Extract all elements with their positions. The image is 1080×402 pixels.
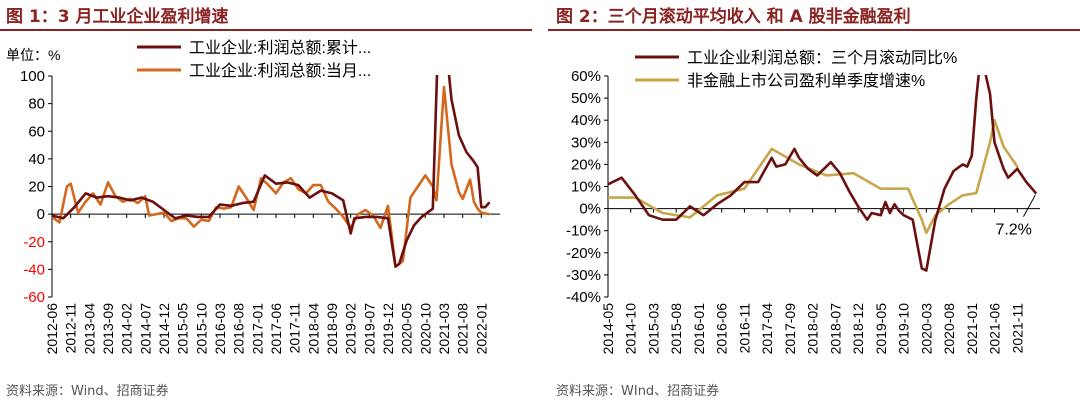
x-tick-label: 2016-11	[736, 303, 752, 354]
x-tick-label: 2021-01	[964, 303, 980, 355]
x-tick-label: 2018-02	[805, 303, 821, 355]
x-tick-label: 2022-01	[473, 303, 489, 355]
series-group	[52, 75, 491, 268]
x-tick-label: 2018-12	[850, 303, 866, 355]
legend-label: 非金融上市公司盈利单季度增速%	[687, 72, 925, 90]
y-tick-label: 60	[28, 123, 45, 140]
x-tick-label: 2017-01	[249, 303, 265, 355]
right-title-rule	[548, 29, 1080, 31]
y-tick-label: -60	[23, 289, 45, 306]
x-tick-label: 2014-12	[156, 303, 172, 355]
x-tick-label: 2021-06	[987, 303, 1003, 355]
x-tick-label: 2012-06	[44, 303, 60, 355]
x-tick-label: 2020-08	[941, 303, 957, 355]
legend-label: 工业企业:利润总额:当月...	[189, 62, 371, 80]
left-figure-title: 图 1：3 月工业企业盈利增速	[6, 7, 229, 27]
x-tick-label: 2021-03	[436, 303, 452, 355]
y-tick-label: 20%	[571, 156, 601, 173]
y-tick-label: 80	[28, 96, 45, 113]
y-tick-label: -10%	[566, 223, 601, 240]
series-line	[608, 118, 1019, 235]
y-tick-label: 0	[37, 206, 45, 223]
series-line	[608, 75, 1037, 272]
x-tick-label: 2013-09	[100, 303, 116, 355]
x-tick-label: 2019-02	[343, 303, 359, 355]
y-tick-label: -40	[23, 261, 45, 278]
x-tick-label: 2015-05	[175, 303, 191, 355]
x-tick-label: 2018-09	[324, 303, 340, 355]
x-tick-label: 2012-11	[63, 303, 79, 354]
x-tick-label: 2021-08	[455, 303, 471, 355]
series-group	[608, 75, 1037, 272]
x-tick-label: 2020-03	[918, 303, 934, 355]
x-tick-label: 2014-02	[119, 303, 135, 355]
x-tick-label: 2015-08	[668, 303, 684, 355]
x-tick-label: 2017-04	[759, 303, 775, 355]
x-tick-label: 2019-12	[380, 303, 396, 355]
y-tick-label: 20	[28, 179, 45, 196]
x-tick-label: 2017-09	[782, 303, 798, 355]
y-tick-label: 10%	[571, 179, 601, 196]
x-tick-label: 2017-11	[287, 303, 303, 354]
x-tick-label: 2016-01	[691, 303, 707, 355]
x-tick-label: 2015-10	[193, 303, 209, 355]
x-tick-label: 2014-07	[137, 303, 153, 355]
y-tick-label: -40%	[566, 289, 601, 306]
annotation-leader	[1023, 194, 1036, 217]
x-tick-label: 2014-10	[623, 303, 639, 355]
right-source-note: 资料来源：WInd、招商证券	[556, 384, 720, 399]
right-figure-title: 图 2：三个月滚动平均收入 和 A 股非金融盈利	[556, 7, 911, 27]
x-tick-label: 2016-06	[714, 303, 730, 355]
x-tick-label: 2017-06	[268, 303, 284, 355]
y-tick-label: 30%	[571, 134, 601, 151]
x-tick-label: 2021-11	[1009, 303, 1025, 354]
x-tick-label: 2019-07	[361, 303, 377, 355]
x-tick-label: 2018-07	[827, 303, 843, 355]
x-tick-label: 2016-03	[212, 303, 228, 355]
left-source-note: 资料来源：Wind、招商证券	[6, 384, 169, 399]
legend-label: 工业企业:利润总额:累计...	[189, 39, 371, 57]
series-line	[52, 75, 491, 268]
x-tick-label: 2018-04	[305, 303, 321, 355]
y-tick-label: -20	[23, 234, 45, 251]
right-line-chart: -40% -30% -20% -10% 0% 10% 20% 30% 40% 50% 60% 2014…	[566, 49, 1040, 355]
y-tick-label: 60%	[571, 68, 601, 85]
y-tick-label: 100	[20, 68, 45, 85]
unit-label: 单位：%	[6, 47, 60, 63]
y-tick-label: 40%	[571, 112, 601, 129]
x-tick-label: 2016-08	[231, 303, 247, 355]
x-tick-label: 2019-05	[873, 303, 889, 355]
x-tick-label: 2020-10	[417, 303, 433, 355]
legend-label: 工业企业利润总额：三个月滚动同比%	[687, 49, 957, 67]
x-tick-label: 2019-10	[896, 303, 912, 355]
y-tick-label: -30%	[566, 267, 601, 284]
annotation-label: 7.2%	[995, 222, 1031, 239]
y-tick-label: 50%	[571, 90, 601, 107]
y-tick-label: 0%	[579, 201, 601, 218]
y-tick-label: -20%	[566, 245, 601, 262]
left-title-rule	[0, 29, 532, 31]
series-line	[52, 85, 491, 268]
x-tick-label: 2014-05	[600, 303, 616, 355]
x-tick-label: 2020-05	[399, 303, 415, 355]
x-tick-label: 2013-04	[81, 303, 97, 355]
x-tick-label: 2015-03	[645, 303, 661, 355]
y-tick-label: 40	[28, 151, 45, 168]
